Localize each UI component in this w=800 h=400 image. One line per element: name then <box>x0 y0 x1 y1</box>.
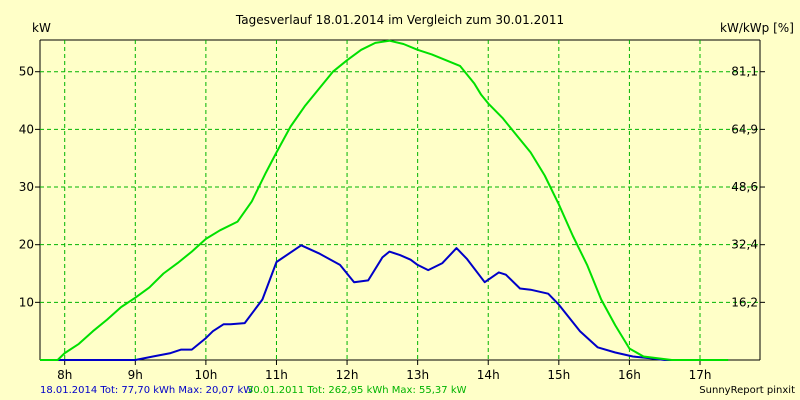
y-tick-label-left: 10 <box>19 295 34 309</box>
y-tick-label-left: 30 <box>19 180 34 194</box>
grid-layer <box>40 40 760 360</box>
series-layer <box>40 39 729 361</box>
legend-series-2: 30.01.2011 Tot: 262,95 kWh Max: 55,37 kW <box>247 385 467 396</box>
x-tick-label: 9h <box>128 368 143 382</box>
series-line-2 <box>40 39 729 361</box>
y-tick-label-right: 81,1 <box>731 65 758 79</box>
x-tick-label: 15h <box>547 368 570 382</box>
y-axis-label-right: kW/kWp [%] <box>720 21 794 35</box>
y-tick-label-right: 64,9 <box>731 122 758 136</box>
x-tick-label: 13h <box>406 368 429 382</box>
y-tick-label-right: 16,2 <box>731 295 758 309</box>
x-tick-label: 11h <box>265 368 288 382</box>
series-line-1 <box>40 244 693 361</box>
y-tick-label-right: 48,6 <box>731 180 758 194</box>
chart-title: Tagesverlauf 18.01.2014 im Vergleich zum… <box>235 13 564 27</box>
x-tick-label: 10h <box>194 368 217 382</box>
x-tick-label: 16h <box>618 368 641 382</box>
legend-series-1: 18.01.2014 Tot: 77,70 kWh Max: 20,07 kW <box>40 385 253 396</box>
y-axis-label-left: kW <box>32 21 51 35</box>
tick-layer: 8h 9h 10h 11h 12h 13h 14h 15h 16h 17h 10 16,2 20 32,4… <box>19 65 765 382</box>
x-tick-label: 8h <box>57 368 72 382</box>
credit-text: SunnyReport pinxit <box>699 385 795 396</box>
y-tick-label-left: 50 <box>19 65 34 79</box>
y-tick-label-left: 40 <box>19 122 34 136</box>
y-tick-label-left: 20 <box>19 238 34 252</box>
x-tick-label: 12h <box>336 368 359 382</box>
x-tick-label: 14h <box>477 368 500 382</box>
x-tick-label: 17h <box>689 368 712 382</box>
y-tick-label-right: 32,4 <box>731 238 758 252</box>
